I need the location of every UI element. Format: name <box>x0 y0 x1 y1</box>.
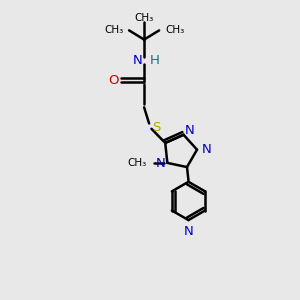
Text: O: O <box>109 74 119 87</box>
Text: N: N <box>156 157 166 170</box>
Text: CH₃: CH₃ <box>165 26 184 35</box>
Text: CH₃: CH₃ <box>104 26 123 35</box>
Text: N: N <box>133 54 142 67</box>
Text: S: S <box>152 121 160 134</box>
Text: CH₃: CH₃ <box>134 14 154 23</box>
Text: CH₃: CH₃ <box>128 158 147 168</box>
Text: N: N <box>185 124 195 136</box>
Text: N: N <box>184 225 193 239</box>
Text: N: N <box>202 143 212 156</box>
Text: H: H <box>150 54 160 67</box>
